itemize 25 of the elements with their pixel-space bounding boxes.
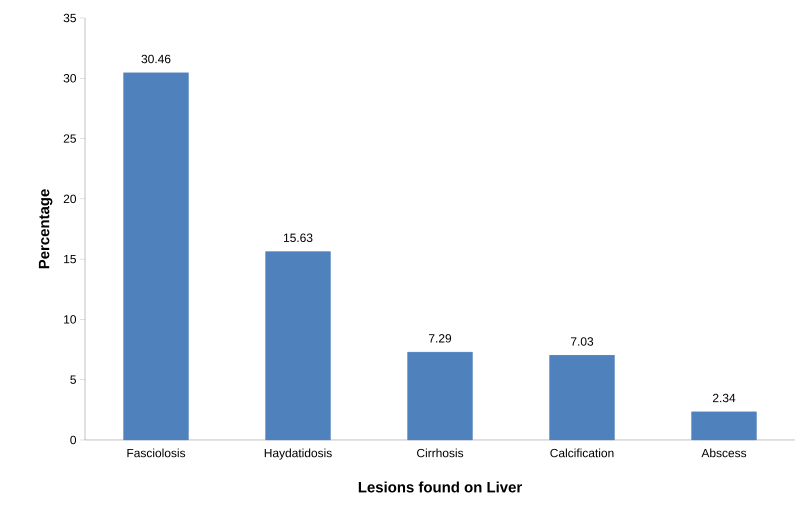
bar bbox=[123, 72, 189, 440]
data-label: 15.63 bbox=[284, 234, 312, 242]
x-tick-label: Abscess bbox=[701, 448, 746, 458]
data-label: 7.03 bbox=[570, 337, 594, 346]
data-label: 7.29 bbox=[428, 334, 452, 343]
x-axis-title: Lesions found on Liver bbox=[358, 481, 522, 492]
bar bbox=[265, 251, 331, 440]
x-tick-label: Cirrhosis bbox=[417, 448, 464, 458]
x-tick-label: Haydatidosis bbox=[264, 448, 332, 460]
y-tick-label: 20 bbox=[64, 194, 76, 204]
y-tick-label: 30 bbox=[64, 74, 76, 82]
y-tick-label: 15 bbox=[64, 254, 76, 264]
x-tick-label: Calcification bbox=[550, 448, 614, 458]
y-axis-title: Percentage bbox=[38, 189, 52, 268]
y-tick-label: 35 bbox=[64, 14, 76, 22]
bar bbox=[691, 412, 757, 440]
y-tick-label: 10 bbox=[64, 315, 76, 324]
x-tick-label: Fasciolosis bbox=[127, 448, 186, 458]
y-tick-label: 5 bbox=[70, 376, 76, 384]
y-tick-label: 25 bbox=[64, 134, 76, 143]
y-tick-label: 0 bbox=[70, 436, 76, 444]
bar bbox=[549, 355, 615, 440]
data-label: 2.34 bbox=[712, 394, 736, 402]
data-label: 30.46 bbox=[142, 54, 170, 64]
bar bbox=[407, 352, 473, 440]
